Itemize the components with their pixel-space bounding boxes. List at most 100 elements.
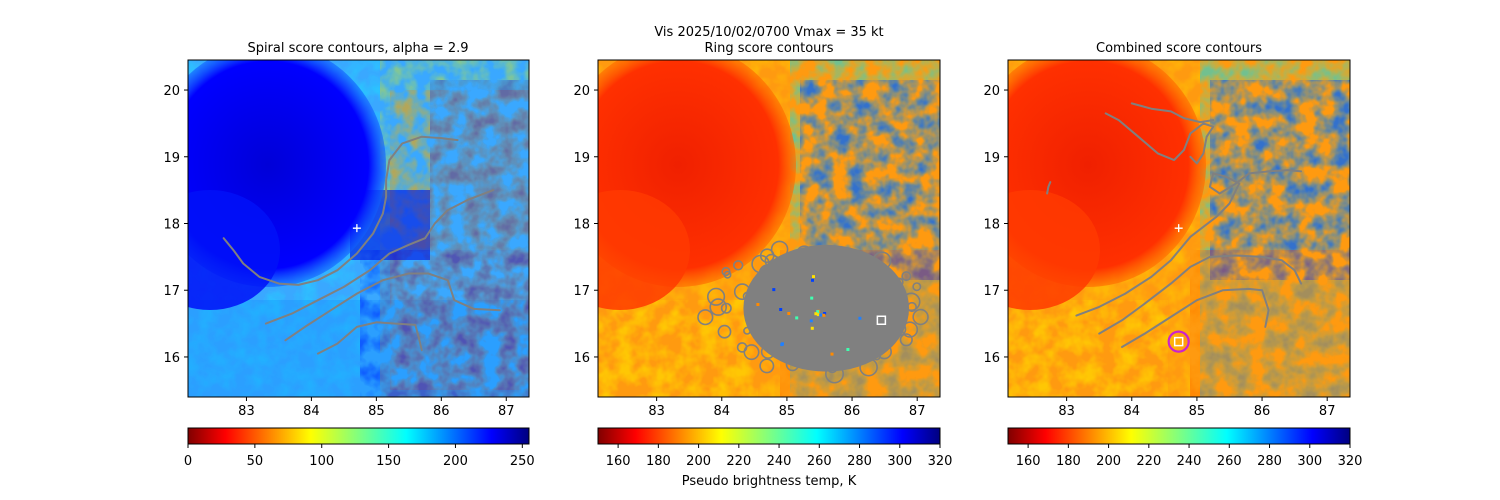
x-axis: 83 84 85 86 87: [238, 397, 515, 419]
ring-squiggle: [717, 324, 732, 339]
x-tick-label: 84: [1123, 404, 1140, 419]
colorbar: 160 180 200 220 240 260 280 300 320 Pseudo brigh…: [597, 427, 953, 489]
markers: [352, 224, 361, 233]
x-tick-label: 87: [909, 404, 926, 419]
ring-squiggle: [901, 321, 919, 338]
axes-frame: [1007, 59, 1351, 398]
contour-line: [1121, 287, 1270, 348]
x-tick-label: 85: [779, 404, 796, 419]
y-tick-label: 16: [573, 351, 590, 366]
x-tick-label: 87: [498, 404, 515, 419]
ring-speckle: [823, 312, 827, 315]
colorbar-tick-label: 160: [606, 454, 631, 469]
y-tick-label: 20: [573, 84, 590, 99]
ring-squiggle: [868, 307, 888, 327]
ring-speckle: [772, 288, 776, 292]
colorbar-tick-label: 280: [1257, 454, 1282, 469]
ring-squiggle: [865, 289, 881, 304]
ring-speckle: [810, 326, 814, 330]
ring-squiggle: [796, 245, 813, 263]
y-tick-label: 18: [573, 217, 590, 232]
convective-texture: [1008, 60, 1350, 397]
colorbar-label: Pseudo brightness temp, K: [682, 474, 857, 489]
y-tick-label: 18: [983, 217, 1000, 232]
contour-line: [1046, 181, 1052, 195]
x-tick-label: 87: [1319, 404, 1336, 419]
colorbar-tick-label: 180: [1056, 454, 1081, 469]
contour-line: [1075, 169, 1303, 317]
contour-line: [1130, 102, 1215, 124]
ring-squiggle: [743, 344, 760, 361]
contour-line: [1104, 112, 1215, 165]
ring-squiggle: [790, 264, 807, 281]
panel-ring: Ring score contours 83 84 85 86 87 16 17 18 19 2…: [573, 41, 953, 489]
ring-speckle: [811, 278, 814, 282]
ring-squiggle: [912, 282, 922, 292]
axes-frame: [187, 59, 530, 398]
colorbar-tick-label: 200: [1096, 454, 1121, 469]
x-tick-label: 84: [713, 404, 730, 419]
colorbar-tick-label: 320: [1338, 454, 1363, 469]
x-axis: 83 84 85 86 87: [648, 397, 925, 419]
ring-squiggle: [721, 266, 731, 277]
ring-squiggle: [754, 323, 768, 337]
colorbar: 0 50 100 150 200 250: [184, 427, 535, 469]
ring-squiggle: [824, 364, 844, 384]
markers: [876, 315, 887, 326]
ring-squiggle: [860, 322, 878, 340]
markers: [1167, 224, 1190, 353]
ring-squiggle: [894, 277, 904, 287]
ring-squiggle: [774, 341, 786, 353]
colorbar-tick-label: 300: [887, 454, 912, 469]
contour-line: [222, 135, 459, 286]
contour-line: [284, 272, 501, 342]
colorbar-tick-label: 280: [847, 454, 872, 469]
ring-squiggle: [859, 275, 876, 291]
ring-squiggle: [747, 295, 758, 306]
ring-squiggle: [859, 357, 878, 377]
y-tick-label: 16: [163, 351, 180, 366]
colorbar-tick-label: 320: [928, 454, 953, 469]
ring-squiggle: [733, 283, 751, 301]
y-tick-label: 18: [163, 217, 180, 232]
colorbar-tick-label: 260: [1217, 454, 1242, 469]
ring-speckle: [822, 313, 826, 317]
x-tick-label: 86: [1254, 404, 1271, 419]
y-tick-label: 17: [983, 284, 1000, 299]
panel-title: Combined score contours: [1096, 41, 1262, 56]
ring-speckle: [858, 316, 862, 320]
ring-speckle: [814, 312, 818, 316]
panel-title: Ring score contours: [704, 41, 833, 56]
y-tick-label: 16: [983, 351, 1000, 366]
ring-speckle: [830, 352, 834, 356]
suptitle: Vis 2025/10/02/0700 Vmax = 35 kt: [654, 25, 883, 40]
y-tick-label: 20: [163, 84, 180, 99]
ring-speckle: [846, 348, 850, 351]
ring-speckle: [756, 303, 760, 306]
ring-squiggle: [794, 256, 808, 270]
x-tick-label: 85: [368, 404, 385, 419]
ring-squiggle: [912, 308, 929, 326]
colorbar-tick-label: 180: [646, 454, 671, 469]
ring-squiggle: [899, 333, 913, 347]
ring-squiggle: [770, 240, 789, 259]
panel-title: Spiral score contours, alpha = 2.9: [247, 41, 468, 56]
colorbar-tick-label: 300: [1297, 454, 1322, 469]
ring-squiggle: [872, 251, 892, 271]
ring-squiggle: [747, 292, 759, 304]
ring-squiggle: [732, 260, 744, 271]
ring-squiggle: [874, 292, 889, 307]
ring-squiggle: [720, 302, 732, 314]
colorbar-tick-label: 260: [807, 454, 832, 469]
ring-speckle: [779, 308, 783, 311]
ring-speckle: [816, 310, 820, 314]
y-tick-label: 17: [163, 284, 180, 299]
center-plus-marker: [352, 224, 361, 233]
ring-squiggle: [841, 342, 851, 352]
colorbar-tick-label: 240: [767, 454, 792, 469]
contour-line: [1098, 254, 1303, 335]
ring-fill: [743, 244, 910, 372]
ring-squiggle: [826, 362, 838, 374]
ring-speckle: [795, 316, 799, 320]
